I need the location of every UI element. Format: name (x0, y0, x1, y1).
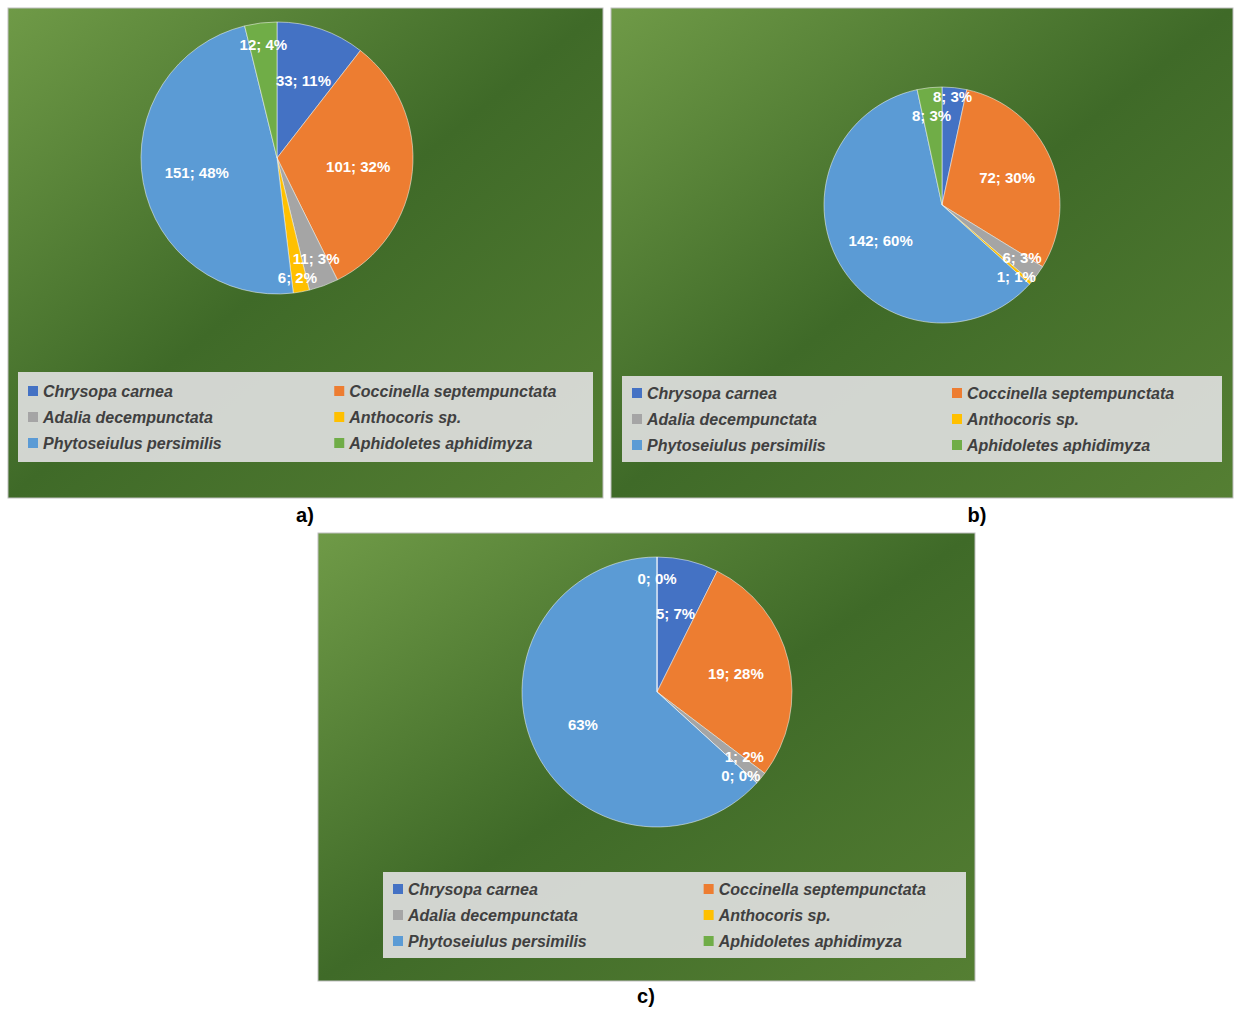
data-label: 5; 7% (656, 605, 695, 622)
panel-letter: b) (968, 504, 987, 526)
legend-label: Chrysopa carnea (647, 385, 777, 402)
legend: Chrysopa carnea Coccinella septempunctata… (383, 872, 966, 958)
legend-item: Phytoseiulus persimilis (393, 933, 587, 950)
legend-swatch (393, 910, 403, 920)
legend-swatch (334, 412, 344, 422)
legend-item: Anthocoris sp. (952, 411, 1079, 428)
pie (824, 87, 1060, 323)
legend-swatch (334, 438, 344, 448)
legend: Chrysopa carnea Coccinella septempunctata… (622, 376, 1222, 462)
data-label: 6; 3% (1003, 249, 1042, 266)
legend-item: Anthocoris sp. (334, 409, 461, 426)
legend-label: Anthocoris sp. (348, 409, 461, 426)
legend-label: Chrysopa carnea (43, 383, 173, 400)
legend-label: Aphidoletes aphidimyza (966, 437, 1150, 454)
data-labels: 33; 11% 101; 32% 11; 3% 6; 2% 151; 48% 12; 4% (165, 36, 391, 286)
legend-swatch (28, 412, 38, 422)
figure: 33; 11% 101; 32% 11; 3% 6; 2% 151; 48% 12; 4%… (0, 0, 1241, 1016)
legend-label: Phytoseiulus persimilis (647, 437, 826, 454)
pie-slice (522, 557, 757, 827)
data-label: 33; 11% (276, 72, 331, 89)
legend-item: Aphidoletes aphidimyza (952, 437, 1150, 454)
legend-label: Anthocoris sp. (718, 907, 831, 924)
legend-label: Adalia decempunctata (646, 411, 817, 428)
data-labels: 8; 3% 72; 30% 6; 3% 1; 1% 142; 60% 8; 3% (849, 88, 1042, 285)
panel-background (611, 8, 1233, 498)
pie (522, 557, 792, 827)
legend-item: Anthocoris sp. (704, 907, 831, 924)
panel-letter: a) (296, 504, 314, 526)
legend-box (622, 376, 1222, 462)
legend-swatch (952, 388, 962, 398)
legend: Chrysopa carnea Coccinella septempunctata… (18, 372, 593, 462)
legend-item: Coccinella septempunctata (952, 385, 1174, 402)
panel-background (318, 533, 975, 981)
data-labels: 5; 7% 19; 28% 1; 2% 0; 0% 63% 0; 0% (568, 570, 764, 784)
legend-swatch (632, 414, 642, 424)
data-label: 1; 2% (725, 748, 764, 765)
legend-item: Coccinella septempunctata (704, 881, 926, 898)
legend-label: Adalia decempunctata (407, 907, 578, 924)
legend-swatch (632, 388, 642, 398)
legend-swatch (28, 438, 38, 448)
legend-swatch (952, 440, 962, 450)
legend-label: Phytoseiulus persimilis (408, 933, 587, 950)
legend-swatch (704, 910, 714, 920)
legend-swatch (952, 414, 962, 424)
legend-label: Anthocoris sp. (966, 411, 1079, 428)
data-label: 0; 0% (637, 570, 676, 587)
data-label: 19; 28% (708, 665, 764, 682)
legend-swatch (704, 884, 714, 894)
data-label: 11; 3% (293, 250, 340, 267)
data-label: 142; 60% (849, 232, 913, 249)
legend-swatch (393, 884, 403, 894)
data-label: 8; 3% (933, 88, 972, 105)
legend-item: Adalia decempunctata (28, 409, 213, 426)
legend-box (383, 872, 966, 958)
legend-item: Phytoseiulus persimilis (632, 437, 826, 454)
legend-item: Phytoseiulus persimilis (28, 435, 222, 452)
legend-label: Coccinella septempunctata (719, 881, 926, 898)
panel: 8; 3% 72; 30% 6; 3% 1; 1% 142; 60% 8; 3% Chrys… (611, 8, 1233, 526)
legend-label: Coccinella septempunctata (967, 385, 1174, 402)
legend-item: Aphidoletes aphidimyza (704, 933, 902, 950)
data-label: 12; 4% (240, 36, 288, 53)
legend-swatch (334, 386, 344, 396)
legend-swatch (704, 936, 714, 946)
pie (141, 22, 413, 294)
legend-swatch (632, 440, 642, 450)
data-label: 72; 30% (979, 169, 1035, 186)
legend-item: Chrysopa carnea (393, 881, 538, 898)
data-label: 151; 48% (165, 164, 229, 181)
legend-label: Aphidoletes aphidimyza (718, 933, 902, 950)
legend-item: Adalia decempunctata (393, 907, 578, 924)
panel-letter: c) (637, 985, 655, 1007)
panel: 5; 7% 19; 28% 1; 2% 0; 0% 63% 0; 0% Chrysopa c… (318, 533, 975, 1007)
legend-label: Adalia decempunctata (42, 409, 213, 426)
data-label: 6; 2% (278, 269, 317, 286)
data-label: 8; 3% (912, 107, 951, 124)
data-label: 101; 32% (326, 158, 390, 175)
legend-label: Coccinella septempunctata (349, 383, 556, 400)
legend-swatch (28, 386, 38, 396)
legend-item: Aphidoletes aphidimyza (334, 435, 532, 452)
legend-item: Coccinella septempunctata (334, 383, 556, 400)
data-label: 63% (568, 716, 598, 733)
panel: 33; 11% 101; 32% 11; 3% 6; 2% 151; 48% 12; 4%… (8, 8, 603, 526)
legend-swatch (393, 936, 403, 946)
data-label: 0; 0% (721, 767, 760, 784)
legend-item: Chrysopa carnea (632, 385, 777, 402)
panel-background (8, 8, 603, 498)
legend-label: Phytoseiulus persimilis (43, 435, 222, 452)
legend-item: Adalia decempunctata (632, 411, 817, 428)
data-label: 1; 1% (997, 268, 1036, 285)
legend-box (18, 372, 593, 462)
legend-label: Aphidoletes aphidimyza (348, 435, 532, 452)
legend-label: Chrysopa carnea (408, 881, 538, 898)
legend-item: Chrysopa carnea (28, 383, 173, 400)
